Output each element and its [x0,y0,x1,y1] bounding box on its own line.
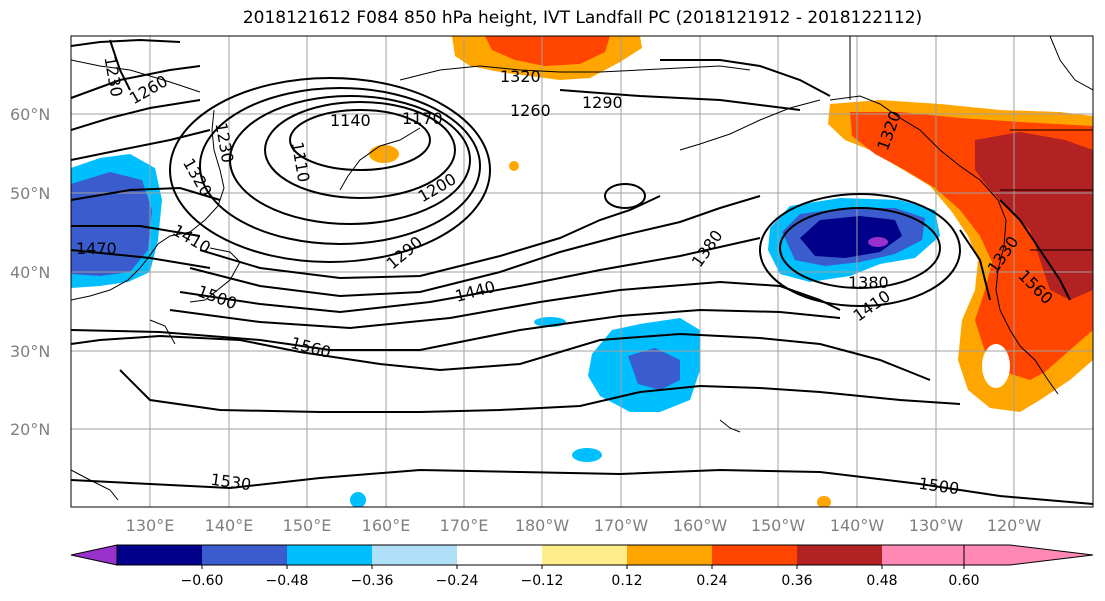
map-frame [70,35,1094,508]
lon-label: 140°W [830,516,885,535]
contour-label: 1290 [582,93,623,112]
colorbar-high-extension [963,544,1094,566]
ivt-positive-small [509,161,519,171]
colorbar-tick-label: 0.60 [948,573,979,589]
lon-label: 160°E [362,516,411,535]
lon-label: 160°W [673,516,728,535]
colorbar-tick-label: −0.24 [436,573,479,589]
ivt-negative-small-3 [350,492,366,507]
ivt-negative-small-2 [572,448,602,462]
lat-label: 40°N [10,263,50,282]
ivt-positive-south [817,496,831,507]
lat-label: 30°N [10,342,50,361]
colorbar: −0.60 −0.48 −0.36 −0.24 −0.12 0.12 0.24 … [70,544,1094,589]
colorbar-bin [202,545,287,565]
ivt-positive-east-hole [982,344,1010,388]
lon-label: 170°W [594,516,649,535]
longitude-axis: 130°E 140°E 150°E 160°E 170°E 180°W 170°… [126,516,1042,535]
colorbar-tick-label: 0.24 [696,573,727,589]
colorbar-bin [117,545,202,565]
lat-label: 20°N [10,420,50,439]
contour-label: 1260 [510,101,551,120]
contour-label: 1320 [500,67,541,86]
colorbar-bin [457,545,542,565]
colorbar-outline [116,544,965,566]
ivt-negative-west-core [71,172,152,276]
contour-label: 1170 [402,109,443,128]
lon-label: 180°W [515,516,570,535]
ivt-positive-north-core [485,36,610,66]
colorbar-tick-label: −0.36 [351,573,394,589]
lat-label: 60°N [10,105,50,124]
colorbar-low-extension [70,544,118,566]
colorbar-bin [712,545,797,565]
lon-label: 130°W [909,516,964,535]
lon-label: 150°E [283,516,332,535]
ivt-negative-east-peak [868,237,888,247]
graticule [71,36,1093,507]
colorbar-bin [287,545,372,565]
map-layers: 1230 1260 1320 1290 1260 1230 1140 1170 … [71,36,1093,507]
lon-label: 170°E [440,516,489,535]
ivt-positive-kamchatka [369,145,399,163]
contour-label: 1380 [848,273,889,292]
coastlines [71,36,1093,501]
latitude-axis: 60°N 50°N 40°N 30°N 20°N [10,105,50,439]
height-contours [71,38,1093,505]
lon-label: 140°E [205,516,254,535]
contour-label: 1140 [330,111,371,130]
map-title: 2018121612 F084 850 hPa height, IVT Land… [242,8,923,28]
colorbar-tick-label: −0.12 [521,573,564,589]
ivt-negative-east-core [800,216,902,258]
lat-label: 50°N [10,184,50,203]
contour-label: 1470 [76,239,117,258]
colorbar-bin [882,545,964,565]
colorbar-tick-label: 0.48 [866,573,897,589]
colorbar-tick-label: −0.48 [266,573,309,589]
colorbar-tick-label: 0.12 [611,573,642,589]
colorbar-bin [542,545,627,565]
ivt-positive-east-core [975,132,1093,300]
lon-label: 120°W [987,516,1042,535]
colorbar-bin [797,545,882,565]
colorbar-tick-label: −0.60 [181,573,224,589]
colorbar-bin [372,545,457,565]
lon-label: 150°W [751,516,806,535]
ivt-negative-south-core [628,348,680,390]
lon-label: 130°E [126,516,175,535]
colorbar-tick-label: 0.36 [781,573,812,589]
colorbar-bin [627,545,712,565]
